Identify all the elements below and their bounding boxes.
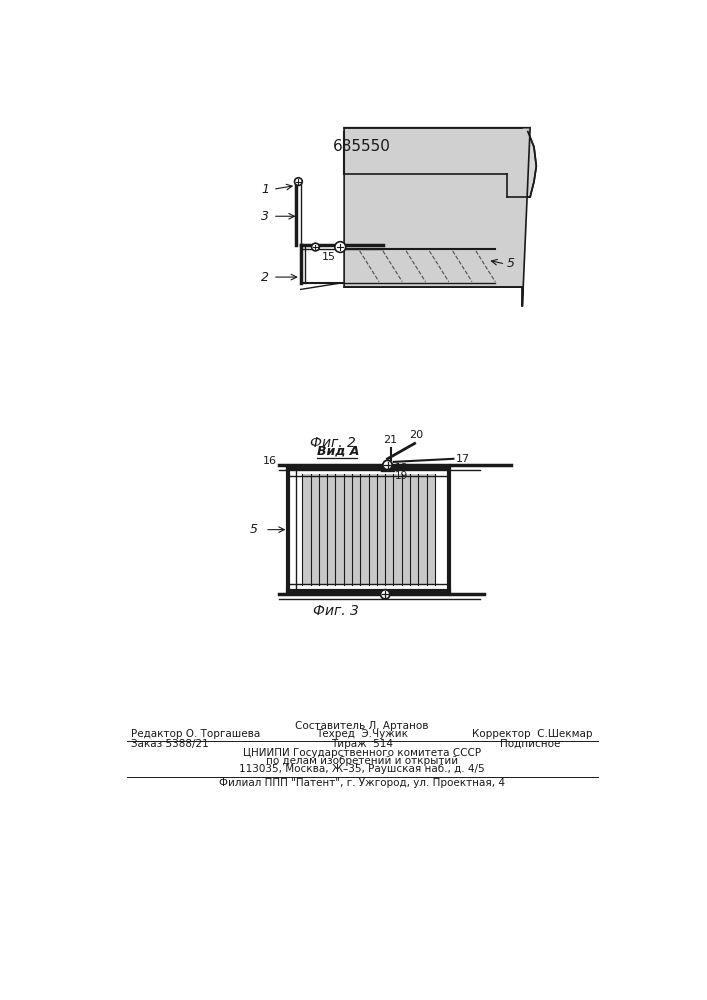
- Text: 17: 17: [456, 454, 470, 464]
- Text: Фиг. 2: Фиг. 2: [310, 436, 356, 450]
- Text: Редактор О. Торгашева: Редактор О. Торгашева: [131, 729, 260, 739]
- Text: 19: 19: [395, 471, 409, 481]
- Circle shape: [383, 460, 392, 470]
- Text: 685550: 685550: [333, 139, 391, 154]
- Circle shape: [312, 243, 320, 251]
- Text: Филиал ППП "Патент", г. Ужгород, ул. Проектная, 4: Филиал ППП "Патент", г. Ужгород, ул. Про…: [219, 778, 505, 788]
- Text: Фиг. 3: Фиг. 3: [313, 604, 359, 618]
- Text: 21: 21: [382, 435, 397, 445]
- Text: 16: 16: [263, 456, 276, 466]
- Text: Вид А: Вид А: [317, 444, 359, 457]
- Circle shape: [335, 242, 346, 252]
- Polygon shape: [344, 132, 537, 197]
- Text: 2: 2: [261, 271, 269, 284]
- Text: Техред  Э.Чужик: Техред Э.Чужик: [316, 729, 408, 739]
- Text: 1: 1: [261, 183, 269, 196]
- Text: 5: 5: [507, 257, 515, 270]
- Text: 5: 5: [250, 523, 257, 536]
- Text: 15: 15: [322, 252, 336, 262]
- Circle shape: [380, 590, 390, 599]
- Text: Составитель Л. Артанов: Составитель Л. Артанов: [296, 721, 428, 731]
- Text: 20: 20: [409, 430, 423, 440]
- Bar: [303, 474, 435, 585]
- Text: Подписное: Подписное: [500, 739, 561, 749]
- Text: 3: 3: [261, 210, 269, 223]
- Text: 113035, Москва, Ж–35, Раушская наб., д. 4/5: 113035, Москва, Ж–35, Раушская наб., д. …: [239, 764, 485, 774]
- Text: Корректор  С.Шекмар: Корректор С.Шекмар: [472, 729, 592, 739]
- Text: Заказ 5388/21: Заказ 5388/21: [131, 739, 209, 749]
- Circle shape: [295, 178, 303, 185]
- Text: 18: 18: [395, 463, 409, 473]
- Text: ЦНИИПИ Государственного комитета СССР: ЦНИИПИ Государственного комитета СССР: [243, 748, 481, 758]
- Polygon shape: [344, 128, 530, 306]
- Text: по делам изобретений и открытий: по делам изобретений и открытий: [266, 756, 458, 766]
- Text: Тираж  514: Тираж 514: [331, 739, 393, 749]
